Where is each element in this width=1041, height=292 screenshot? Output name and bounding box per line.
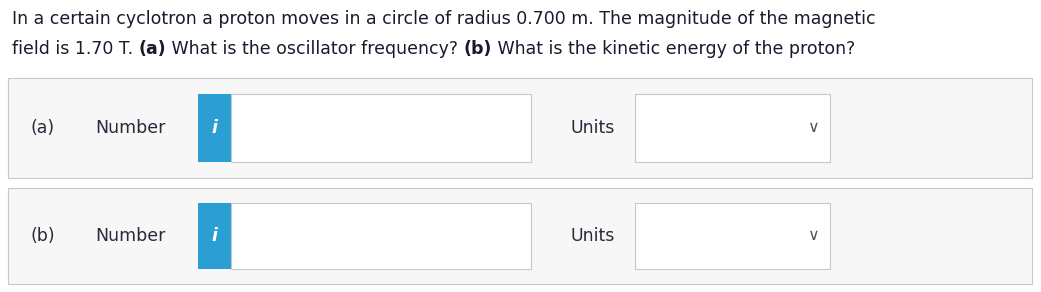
FancyBboxPatch shape <box>635 94 830 162</box>
Text: i: i <box>211 227 218 245</box>
FancyBboxPatch shape <box>198 203 231 269</box>
FancyBboxPatch shape <box>198 94 231 162</box>
FancyBboxPatch shape <box>231 94 531 162</box>
Text: Units: Units <box>570 119 614 137</box>
Text: field is 1.70 T.: field is 1.70 T. <box>12 40 138 58</box>
Text: (a): (a) <box>30 119 54 137</box>
Text: i: i <box>211 119 218 137</box>
Text: What is the kinetic energy of the proton?: What is the kinetic energy of the proton… <box>492 40 856 58</box>
Text: In a certain cyclotron a proton moves in a circle of radius 0.700 m. The magnitu: In a certain cyclotron a proton moves in… <box>12 10 875 28</box>
Text: (b): (b) <box>463 40 492 58</box>
FancyBboxPatch shape <box>8 78 1032 178</box>
Text: Number: Number <box>95 119 166 137</box>
Text: (b): (b) <box>30 227 54 245</box>
Text: Units: Units <box>570 227 614 245</box>
Text: (a): (a) <box>138 40 167 58</box>
Text: What is the oscillator frequency?: What is the oscillator frequency? <box>167 40 463 58</box>
Text: ∨: ∨ <box>808 229 820 244</box>
Text: Number: Number <box>95 227 166 245</box>
FancyBboxPatch shape <box>231 203 531 269</box>
FancyBboxPatch shape <box>635 203 830 269</box>
FancyBboxPatch shape <box>8 188 1032 284</box>
Text: ∨: ∨ <box>808 121 820 135</box>
